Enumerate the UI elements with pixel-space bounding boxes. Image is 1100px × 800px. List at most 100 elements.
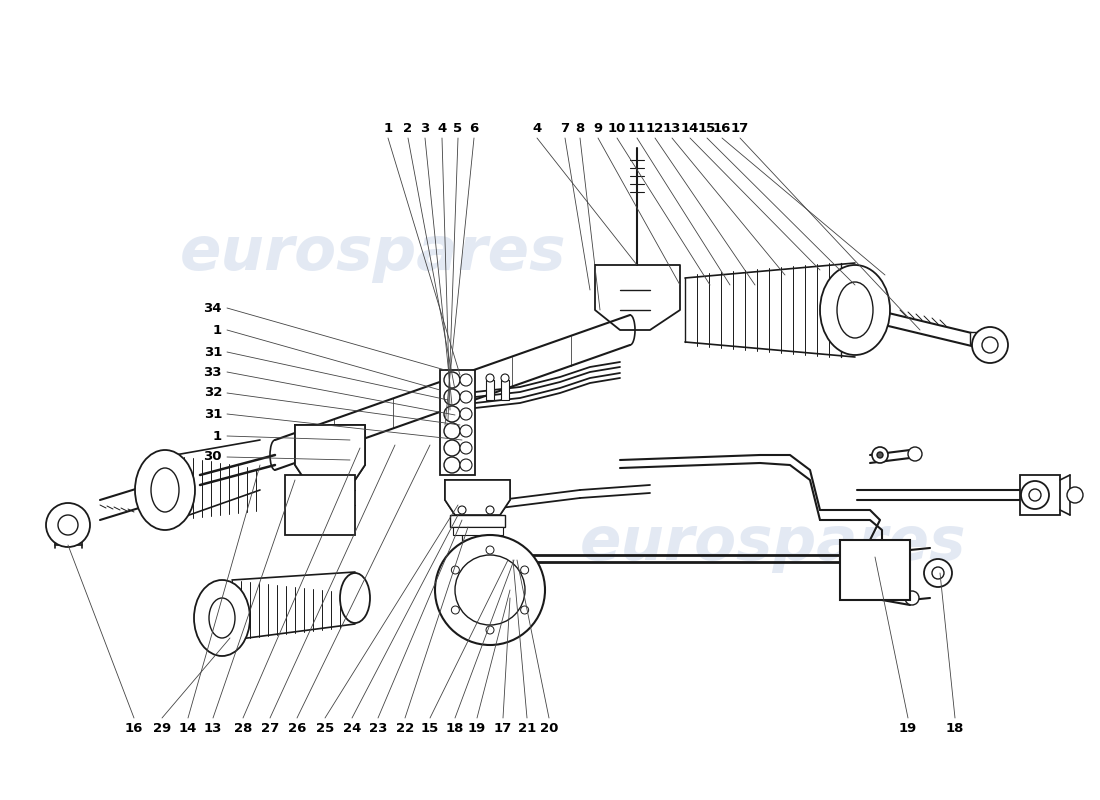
Bar (500, 380, 509, 400)
Circle shape (1021, 481, 1049, 509)
Text: 11: 11 (628, 122, 646, 134)
Text: 13: 13 (204, 722, 222, 734)
Ellipse shape (135, 450, 195, 530)
Circle shape (444, 423, 460, 439)
Circle shape (46, 503, 90, 547)
Circle shape (486, 546, 494, 554)
Circle shape (444, 372, 460, 388)
Circle shape (877, 452, 883, 458)
Circle shape (460, 425, 472, 437)
Text: 30: 30 (204, 450, 222, 463)
Text: 33: 33 (204, 366, 222, 378)
Circle shape (1067, 487, 1084, 503)
Text: 14: 14 (179, 722, 197, 734)
Ellipse shape (340, 573, 370, 623)
Text: 17: 17 (494, 722, 513, 734)
Circle shape (444, 440, 460, 456)
Text: eurospares: eurospares (180, 224, 566, 283)
Text: 1: 1 (213, 430, 222, 442)
Text: 12: 12 (646, 122, 664, 134)
Circle shape (520, 606, 529, 614)
Polygon shape (295, 425, 365, 480)
Bar (453, 527, 503, 535)
Bar (450, 515, 505, 527)
Bar (486, 380, 494, 400)
Bar (970, 332, 990, 344)
Text: 15: 15 (421, 722, 439, 734)
Circle shape (520, 566, 529, 574)
Text: 29: 29 (153, 722, 172, 734)
Circle shape (905, 591, 918, 605)
Text: 19: 19 (899, 722, 917, 734)
Circle shape (444, 457, 460, 473)
Text: 15: 15 (697, 122, 716, 134)
Text: 14: 14 (681, 122, 700, 134)
Text: 18: 18 (946, 722, 965, 734)
Circle shape (451, 566, 460, 574)
Circle shape (972, 327, 1008, 363)
Text: 3: 3 (420, 122, 430, 134)
Bar (285, 475, 355, 535)
Bar (840, 540, 910, 600)
Text: 13: 13 (663, 122, 681, 134)
Text: 1: 1 (213, 323, 222, 337)
Text: 17: 17 (730, 122, 749, 134)
Circle shape (500, 374, 509, 382)
Circle shape (460, 459, 472, 471)
Text: 22: 22 (396, 722, 414, 734)
Text: 5: 5 (453, 122, 463, 134)
Ellipse shape (194, 580, 250, 656)
Text: 23: 23 (368, 722, 387, 734)
Text: 4: 4 (438, 122, 447, 134)
Text: 18: 18 (446, 722, 464, 734)
Ellipse shape (209, 598, 235, 638)
Circle shape (460, 442, 472, 454)
Circle shape (460, 374, 472, 386)
Circle shape (434, 535, 544, 645)
Text: 7: 7 (560, 122, 570, 134)
Text: 32: 32 (204, 386, 222, 399)
Circle shape (486, 374, 494, 382)
Text: 31: 31 (204, 346, 222, 358)
Text: 21: 21 (518, 722, 536, 734)
Text: 25: 25 (316, 722, 334, 734)
Text: eurospares: eurospares (580, 514, 967, 573)
Circle shape (58, 515, 78, 535)
Ellipse shape (837, 282, 873, 338)
Text: 28: 28 (234, 722, 252, 734)
Text: 24: 24 (343, 722, 361, 734)
Text: 34: 34 (204, 302, 222, 314)
Text: 31: 31 (204, 407, 222, 421)
Circle shape (451, 606, 460, 614)
Text: 1: 1 (384, 122, 393, 134)
Polygon shape (446, 480, 510, 515)
Circle shape (458, 506, 466, 514)
Text: 8: 8 (575, 122, 584, 134)
Circle shape (908, 447, 922, 461)
Bar (1020, 475, 1060, 515)
Text: 27: 27 (261, 722, 279, 734)
Circle shape (460, 408, 472, 420)
Text: 6: 6 (470, 122, 478, 134)
Circle shape (932, 567, 944, 579)
Text: 16: 16 (713, 122, 732, 134)
Text: 19: 19 (468, 722, 486, 734)
Text: 2: 2 (404, 122, 412, 134)
Text: 26: 26 (288, 722, 306, 734)
Circle shape (486, 506, 494, 514)
Circle shape (460, 391, 472, 403)
Text: 9: 9 (593, 122, 603, 134)
Circle shape (982, 337, 998, 353)
Circle shape (444, 406, 460, 422)
Text: 16: 16 (124, 722, 143, 734)
Circle shape (1028, 489, 1041, 501)
Circle shape (444, 389, 460, 405)
Bar (440, 370, 475, 475)
Circle shape (924, 559, 952, 587)
Ellipse shape (151, 468, 179, 512)
Text: 4: 4 (532, 122, 541, 134)
Text: 10: 10 (608, 122, 626, 134)
Text: 20: 20 (540, 722, 558, 734)
Ellipse shape (820, 265, 890, 355)
Circle shape (455, 555, 525, 625)
